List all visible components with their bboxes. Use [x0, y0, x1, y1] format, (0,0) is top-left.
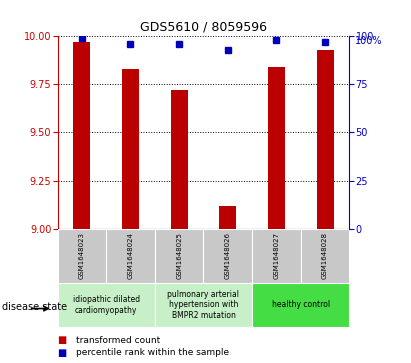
Text: GSM1648025: GSM1648025	[176, 232, 182, 280]
Bar	[252, 283, 349, 327]
Title: GDS5610 / 8059596: GDS5610 / 8059596	[140, 21, 267, 34]
Bar	[155, 283, 252, 327]
Text: idiopathic dilated
cardiomyopathy: idiopathic dilated cardiomyopathy	[73, 295, 140, 315]
Text: disease state: disease state	[2, 302, 67, 312]
Text: ■: ■	[58, 335, 67, 346]
Bar	[58, 283, 155, 327]
Text: transformed count: transformed count	[76, 336, 160, 345]
Text: GSM1648026: GSM1648026	[225, 232, 231, 280]
Bar	[73, 42, 90, 229]
Text: pulmonary arterial
hypertension with
BMPR2 mutation: pulmonary arterial hypertension with BMP…	[167, 290, 240, 320]
Text: percentile rank within the sample: percentile rank within the sample	[76, 348, 229, 357]
Text: ■: ■	[58, 348, 67, 358]
Text: GSM1648023: GSM1648023	[79, 232, 85, 280]
Bar	[171, 90, 188, 229]
Bar	[106, 229, 155, 283]
Text: healthy control: healthy control	[272, 301, 330, 309]
Bar	[268, 67, 285, 229]
Bar	[301, 229, 349, 283]
Bar	[203, 229, 252, 283]
Text: 100%: 100%	[355, 36, 383, 46]
Text: GSM1648024: GSM1648024	[127, 232, 134, 280]
Bar	[155, 229, 203, 283]
Bar	[58, 229, 106, 283]
Bar	[252, 229, 301, 283]
Text: GSM1648028: GSM1648028	[322, 232, 328, 280]
Bar	[219, 205, 236, 229]
Bar	[122, 69, 139, 229]
Bar	[316, 50, 334, 229]
Text: GSM1648027: GSM1648027	[273, 232, 279, 280]
